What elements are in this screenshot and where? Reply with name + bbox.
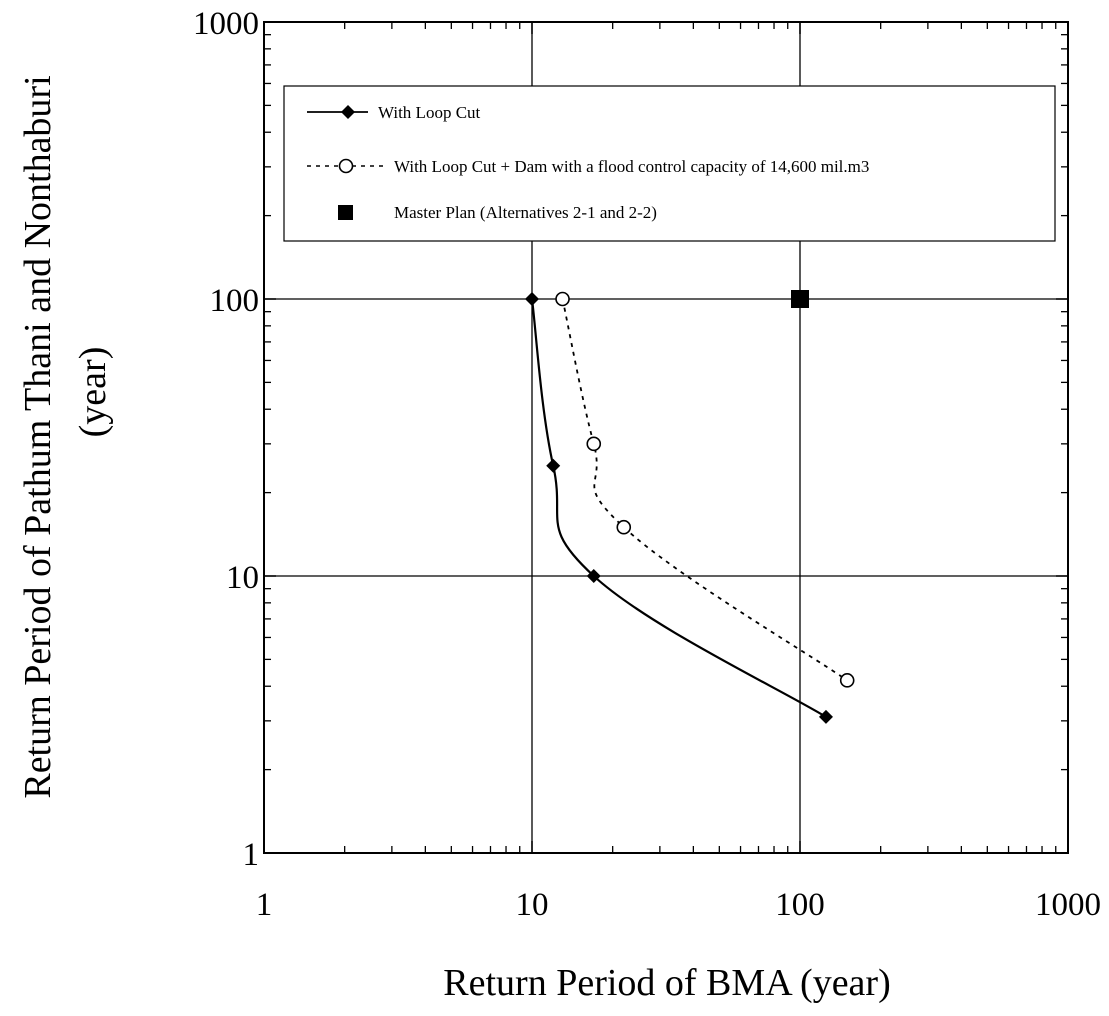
legend-label: Master Plan (Alternatives 2-1 and 2-2)	[394, 203, 657, 222]
legend-diamond-marker	[341, 105, 355, 119]
circle-marker	[839, 673, 855, 688]
y-tick-label: 1000	[193, 6, 259, 42]
legend-item-with-dam: With Loop Cut + Dam with a flood control…	[307, 157, 869, 176]
legend-square-marker	[338, 205, 353, 220]
diamond-marker	[818, 709, 833, 724]
circle-marker	[555, 291, 570, 307]
legend-item-master-plan: Master Plan (Alternatives 2-1 and 2-2)	[338, 203, 657, 222]
diamond-marker	[525, 292, 539, 306]
legend-box	[283, 85, 1056, 242]
circle-marker	[586, 436, 602, 452]
circle-marker	[616, 519, 632, 535]
plot-frame	[263, 21, 1069, 854]
y-axis-title-line1: Return Period of Pathum Thani and Nontha…	[17, 75, 59, 798]
x-tick-label: 1000	[1035, 887, 1101, 923]
x-tick-label: 1	[256, 887, 273, 923]
minor-ticks	[263, 21, 1069, 854]
x-axis-title: Return Period of BMA (year)	[443, 962, 890, 1004]
y-tick-label: 10	[226, 560, 259, 596]
legend-item-with-loop-cut: With Loop Cut	[307, 103, 481, 122]
x-tick-label: 10	[516, 887, 549, 923]
y-tick-label: 100	[210, 283, 260, 319]
legend-label: With Loop Cut	[378, 103, 481, 122]
diamond-marker	[586, 569, 601, 583]
square-marker	[791, 290, 809, 308]
legend-label: With Loop Cut + Dam with a flood control…	[394, 157, 869, 176]
tick-labels: 1 10 100 1000 1 10 100 1000	[193, 6, 1101, 923]
series-line-1	[530, 298, 827, 718]
markers	[525, 290, 855, 724]
y-axis-title-line2: (year)	[72, 347, 114, 438]
legend: With Loop Cut With Loop Cut + Dam with a…	[283, 85, 1056, 242]
x-tick-label: 100	[775, 887, 825, 923]
diamond-marker	[546, 458, 561, 473]
series-line-2	[561, 298, 848, 682]
legend-circle-marker	[338, 158, 354, 174]
series-lines	[530, 298, 848, 718]
y-tick-label: 1	[243, 837, 260, 873]
